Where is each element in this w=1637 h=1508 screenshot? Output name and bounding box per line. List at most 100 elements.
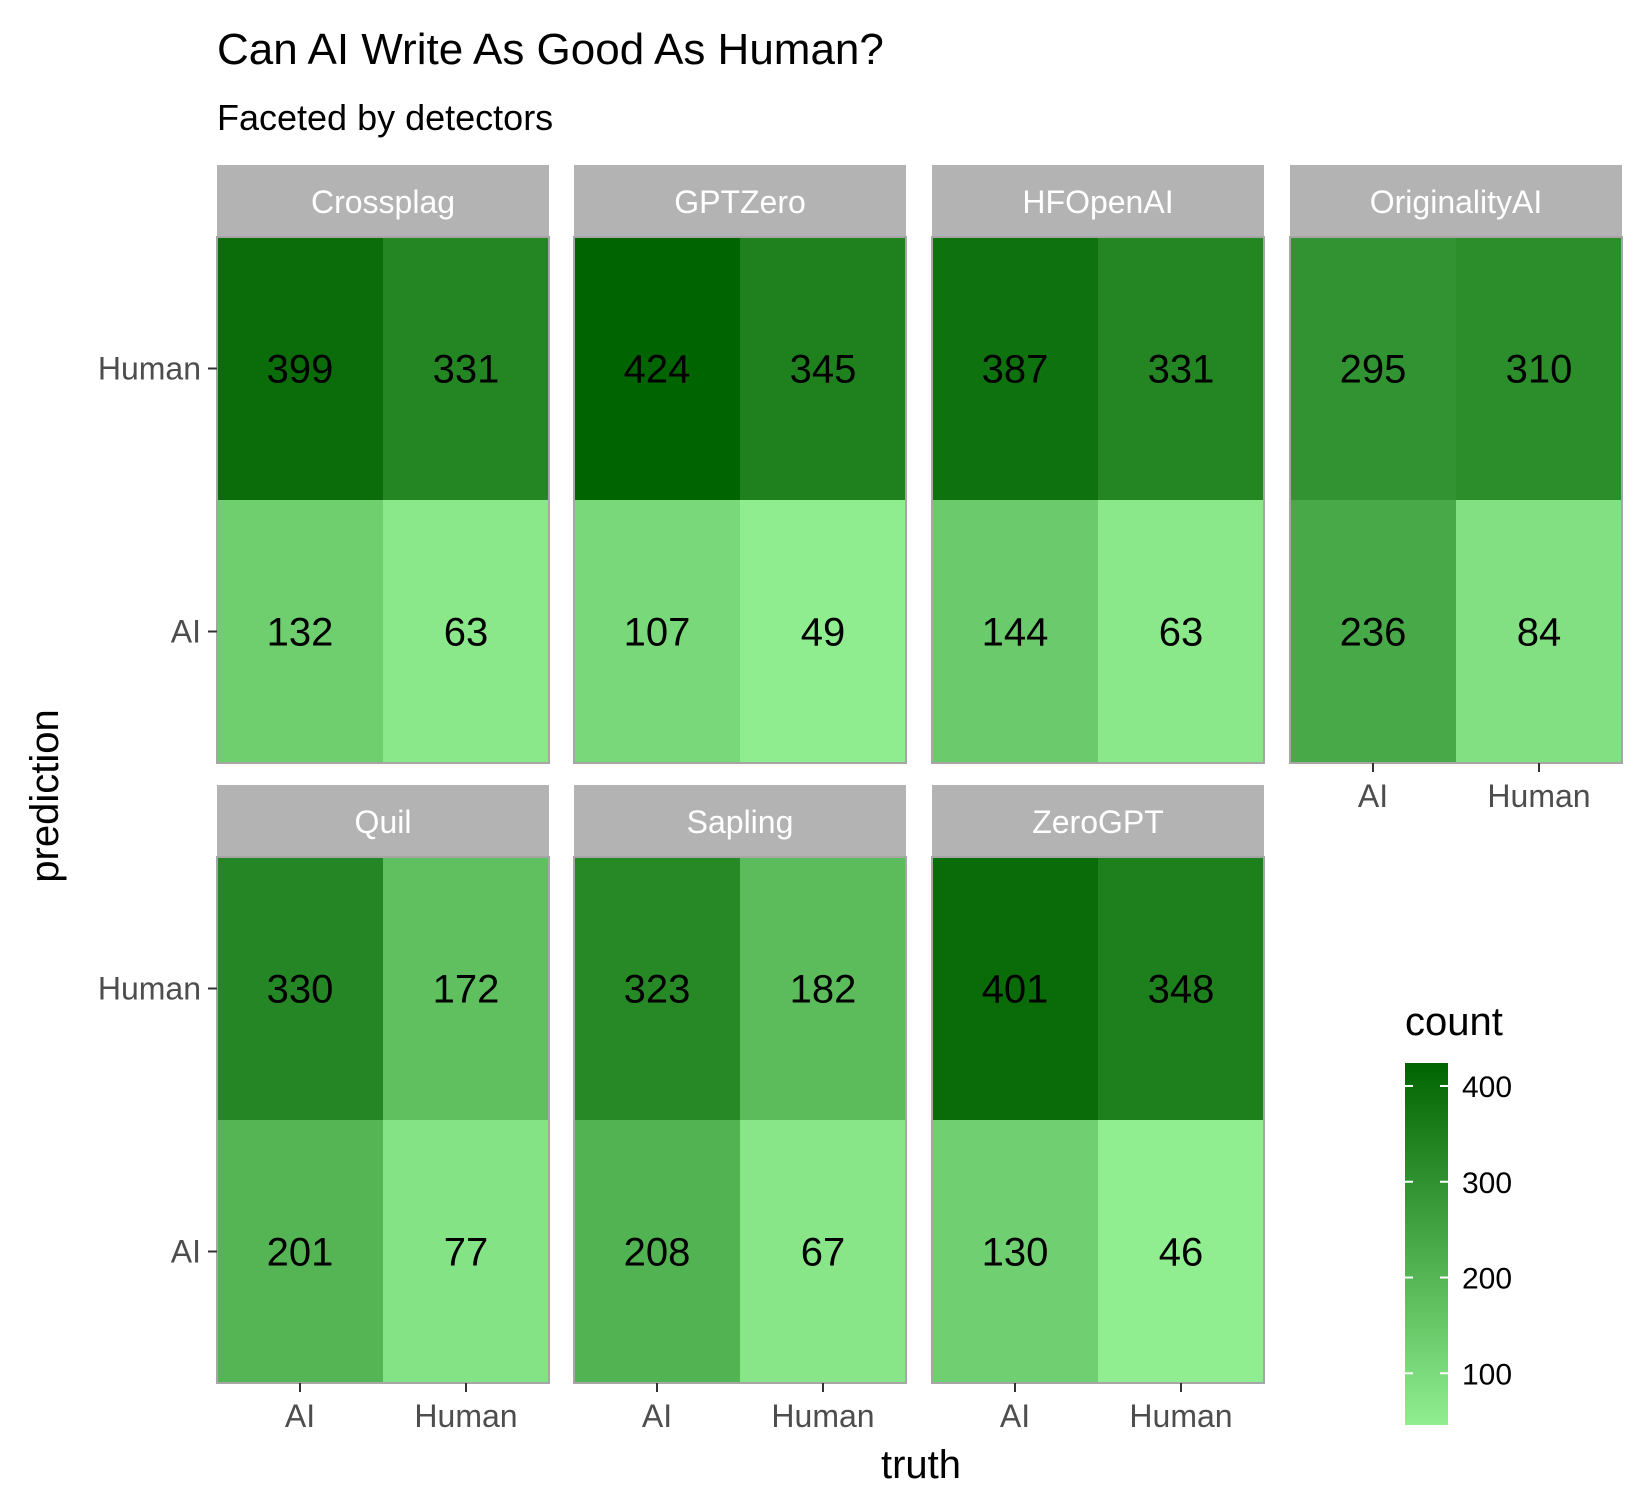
facet-sapling: Sapling 323 182 208 67 AI Human	[573, 785, 907, 1434]
facet-label: HFOpenAI	[1022, 184, 1173, 220]
cell-value-label: 424	[624, 348, 691, 392]
facet-gptzero: GPTZero 424 345 107 49	[573, 165, 907, 764]
cell-value-label: 182	[790, 968, 857, 1012]
cell-value-label: 84	[1517, 611, 1562, 655]
cell-value-label: 236	[1340, 611, 1407, 655]
heatmap-cell	[574, 1120, 740, 1383]
heatmap-cell	[574, 500, 740, 763]
x-tick-label: AI	[642, 1398, 672, 1434]
x-tick-label: Human	[1129, 1398, 1232, 1434]
facet-strip	[217, 165, 549, 237]
heatmap-cell	[1456, 500, 1622, 763]
heatmap-cell	[932, 857, 1098, 1120]
x-tick-label: AI	[1358, 778, 1388, 814]
heatmap-cell	[574, 237, 740, 500]
cell-value-label: 348	[1148, 968, 1215, 1012]
cell-value-label: 77	[444, 1231, 489, 1275]
facet-zerogpt: ZeroGPT 401 348 130 46 AI Human	[931, 785, 1265, 1434]
heatmap-cell	[1098, 1120, 1264, 1383]
facet-label: Sapling	[687, 804, 794, 840]
heatmap-cell	[932, 237, 1098, 500]
cell-value-label: 387	[982, 348, 1049, 392]
heatmap-cell	[1290, 237, 1456, 500]
x-tick-label: Human	[414, 1398, 517, 1434]
heatmap-cell	[740, 1120, 906, 1383]
heatmap-cell	[574, 857, 740, 1120]
legend-tick-label: 400	[1462, 1071, 1512, 1104]
heatmap-cell	[740, 857, 906, 1120]
cell-value-label: 132	[267, 611, 334, 655]
heatmap-cell	[740, 500, 906, 763]
heatmap-cell	[740, 237, 906, 500]
heatmap-cell	[1098, 857, 1264, 1120]
cell-value-label: 401	[982, 968, 1049, 1012]
facet-originalityai: OriginalityAI 295 310 236 84 AI Human	[1289, 165, 1623, 814]
y-tick-label: AI	[171, 614, 201, 650]
x-tick-label: AI	[1000, 1398, 1030, 1434]
panel-border	[573, 856, 907, 1384]
cell-value-label: 201	[267, 1231, 334, 1275]
cell-value-label: 49	[801, 611, 846, 655]
cell-value-label: 295	[1340, 348, 1407, 392]
cell-value-label: 46	[1159, 1231, 1204, 1275]
chart-subtitle: Faceted by detectors	[217, 97, 553, 138]
heatmap-cell	[932, 500, 1098, 763]
facet-crossplag: Crossplag 399 331 132 63 Human AI	[98, 165, 550, 764]
color-legend: count 100 200 300 400	[1405, 1000, 1512, 1425]
facet-strip	[932, 785, 1264, 857]
cell-value-label: 323	[624, 968, 691, 1012]
legend-tick-label: 300	[1462, 1167, 1512, 1200]
cell-value-label: 63	[444, 611, 489, 655]
facet-panels: Crossplag 399 331 132 63 Human AI GPTZero 424 345…	[98, 165, 1623, 1434]
panel-border	[931, 236, 1265, 764]
heatmap-cell	[1098, 237, 1264, 500]
facet-quil: Quil 330 172 201 77 Human AI AI Human	[98, 785, 550, 1434]
cell-value-label: 144	[982, 611, 1049, 655]
y-tick-label: Human	[98, 971, 201, 1007]
cell-value-label: 330	[267, 968, 334, 1012]
cell-value-label: 130	[982, 1231, 1049, 1275]
chart-title: Can AI Write As Good As Human?	[217, 25, 884, 74]
facet-label: Crossplag	[311, 184, 455, 220]
legend-tick-label: 100	[1462, 1358, 1512, 1391]
heatmap-cell	[217, 857, 383, 1120]
facet-label: ZeroGPT	[1032, 804, 1164, 840]
y-tick-label: Human	[98, 351, 201, 387]
cell-value-label: 63	[1159, 611, 1204, 655]
panel-border	[573, 236, 907, 764]
legend-tick-label: 200	[1462, 1263, 1512, 1296]
cell-value-label: 399	[267, 348, 334, 392]
cell-value-label: 331	[433, 348, 500, 392]
cell-value-label: 67	[801, 1231, 846, 1275]
facet-strip	[1290, 165, 1622, 237]
cell-value-label: 310	[1506, 348, 1573, 392]
cell-value-label: 107	[624, 611, 691, 655]
cell-value-label: 208	[624, 1231, 691, 1275]
cell-value-label: 345	[790, 348, 857, 392]
facet-label: OriginalityAI	[1370, 184, 1543, 220]
facet-hfopenai: HFOpenAI 387 331 144 63	[931, 165, 1265, 764]
heatmap-cell	[383, 237, 549, 500]
heatmap-cell	[1290, 500, 1456, 763]
x-axis-title: truth	[881, 1443, 961, 1487]
legend-title: count	[1405, 1000, 1503, 1044]
heatmap-cell	[383, 1120, 549, 1383]
facet-strip	[574, 165, 906, 237]
x-tick-label: Human	[1487, 778, 1590, 814]
heatmap-cell	[217, 237, 383, 500]
panel-border	[1289, 236, 1623, 764]
heatmap-cell	[932, 1120, 1098, 1383]
x-tick-label: Human	[771, 1398, 874, 1434]
heatmap-cell	[1456, 237, 1622, 500]
panel-border	[216, 856, 550, 1384]
x-tick-label: AI	[285, 1398, 315, 1434]
y-tick-label: AI	[171, 1234, 201, 1270]
facet-strip	[574, 785, 906, 857]
facet-label: Quil	[355, 804, 412, 840]
y-axis-title: prediction	[23, 709, 67, 882]
facet-label: GPTZero	[674, 184, 806, 220]
facet-strip	[217, 785, 549, 857]
facet-strip	[932, 165, 1264, 237]
panel-border	[931, 856, 1265, 1384]
